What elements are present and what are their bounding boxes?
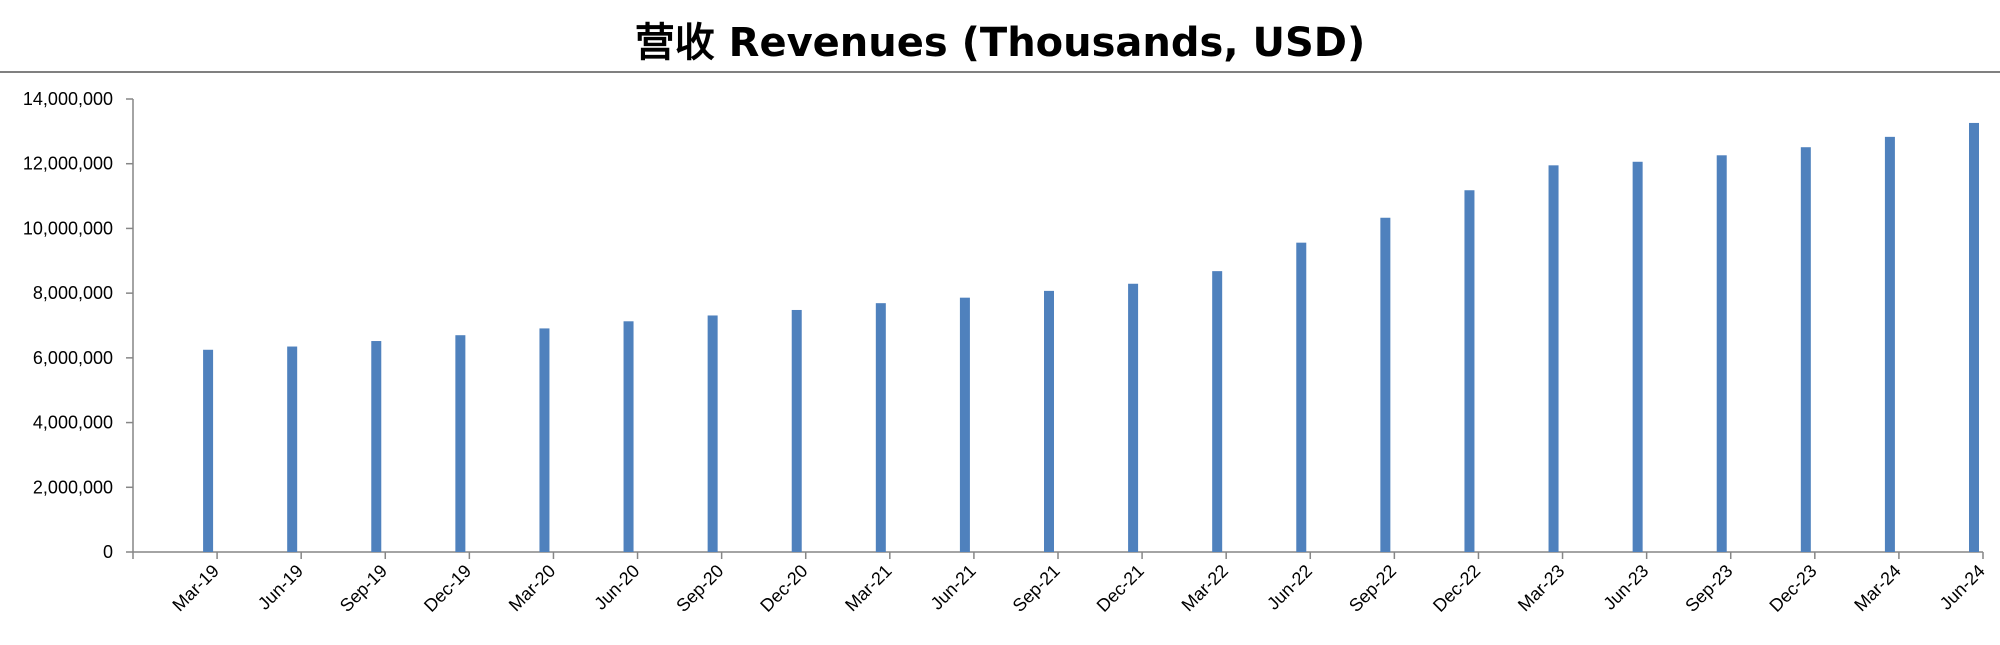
x-axis: Mar-19 Jun-19 Sep-19 Dec-19 Mar-20 Jun-20 Sep-… [132,551,1989,616]
x-tick-label: Mar-20 [505,561,559,615]
bar [1380,217,1391,552]
bar [287,346,298,552]
x-tick-label: Mar-24 [1850,561,1904,615]
x-tick-label: Mar-21 [841,561,895,615]
x-tick-label: Sep-21 [1009,561,1064,616]
x-tick-label: Jun-20 [590,561,643,614]
y-tick-label: 12,000,000 [23,154,113,174]
x-tick-label: Jun-19 [254,561,307,614]
x-tick-label: Dec-21 [1093,561,1148,616]
x-tick-label: Sep-19 [336,561,391,616]
x-tick-label: Jun-23 [1599,561,1652,614]
y-tick-label: 6,000,000 [33,348,113,368]
bar [791,309,802,552]
y-axis: 0 2,000,000 4,000,000 6,000,000 8,000,000 10,… [23,89,134,562]
y-tick-label: 4,000,000 [33,413,113,433]
title-divider [0,71,2000,73]
bar [1800,147,1811,552]
bar [875,303,886,552]
bars [203,122,1979,553]
y-tick-label: 0 [103,542,113,562]
y-tick-label: 14,000,000 [23,89,113,109]
y-tick-label: 10,000,000 [23,218,113,238]
bar [371,341,382,552]
bar [1212,271,1223,552]
x-tick-label: Mar-23 [1514,561,1568,615]
bar [959,297,970,552]
x-tick-label: Jun-21 [927,561,980,614]
y-tick-label: 2,000,000 [33,477,113,497]
x-tick-label: Dec-19 [420,561,475,616]
x-tick-label: Jun-24 [1936,561,1989,614]
y-tick-label: 8,000,000 [33,283,113,303]
bar [1296,242,1307,552]
bar [623,321,634,552]
x-tick-label: Dec-23 [1765,561,1820,616]
x-tick-label: Sep-23 [1681,561,1736,616]
bar [1044,290,1054,552]
bar [1548,165,1559,552]
x-tick-label: Sep-20 [672,561,727,616]
x-tick-label: Mar-19 [168,561,222,615]
x-tick-label: Mar-22 [1178,561,1232,615]
bar [1128,283,1139,552]
bar [455,335,466,552]
bar [707,315,718,552]
bar [1969,122,1979,553]
x-tick-label: Sep-22 [1345,561,1400,616]
x-tick-label: Dec-22 [1429,561,1484,616]
bar [203,349,214,552]
bar [1632,161,1643,552]
chart-title: 营收 Revenues (Thousands, USD) [634,20,1366,66]
x-tick-label: Dec-20 [756,561,811,616]
bar [539,328,550,552]
bar [1464,190,1475,553]
x-tick-label: Jun-22 [1263,561,1316,614]
bar [1716,155,1727,552]
bar [1884,136,1895,553]
